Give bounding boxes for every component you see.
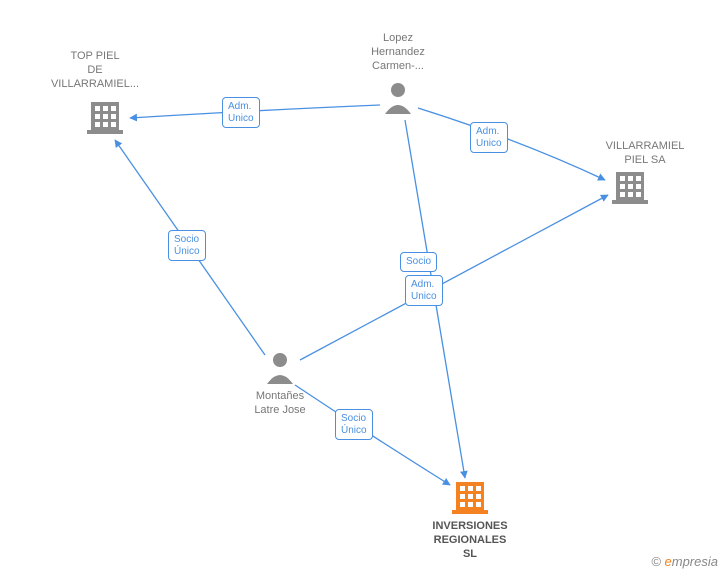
node-label: INVERSIONES REGIONALES SL <box>420 520 520 561</box>
edge-label: Socio Único <box>335 409 373 440</box>
brand-rest: mpresia <box>672 554 718 569</box>
edge <box>300 195 608 360</box>
edge <box>418 108 605 180</box>
edge-label: Adm. Unico <box>470 122 508 153</box>
node-label: TOP PIEL DE VILLARRAMIEL... <box>45 50 145 91</box>
company-icon[interactable] <box>612 172 648 204</box>
node-label: Lopez Hernandez Carmen-... <box>348 32 448 73</box>
company-icon[interactable] <box>87 102 123 134</box>
edge-label: Socio <box>400 252 437 272</box>
edge-label: Socio Único <box>168 230 206 261</box>
watermark: © empresia <box>651 554 718 569</box>
edge-label: Adm. Unico <box>222 97 260 128</box>
brand-first-letter: e <box>665 554 672 569</box>
person-icon[interactable] <box>267 353 293 384</box>
person-icon[interactable] <box>385 83 411 114</box>
company-icon[interactable] <box>452 482 488 514</box>
node-label: VILLARRAMIEL PIEL SA <box>595 140 695 168</box>
node-label: Montañes Latre Jose <box>230 390 330 418</box>
edge-label: Adm. Unico <box>405 275 443 306</box>
copyright-symbol: © <box>651 554 661 569</box>
